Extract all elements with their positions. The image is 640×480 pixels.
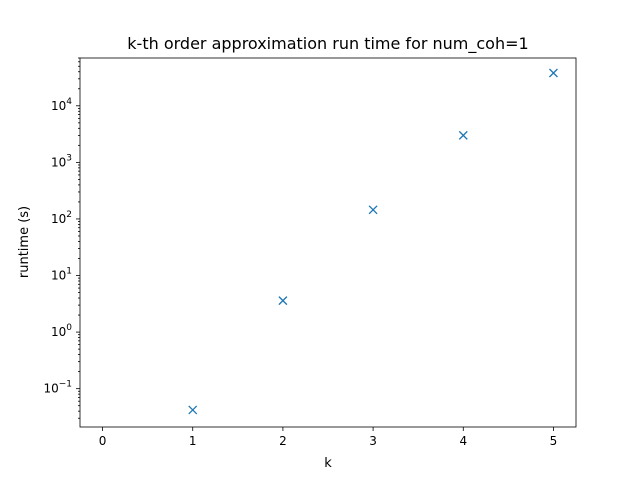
data-point [458,130,468,140]
y-tick-base: 10 [51,325,66,339]
chart-title: k-th order approximation run time for nu… [127,34,528,54]
x-axis-label: k [324,456,332,471]
y-tick-label: 10−1 [43,380,72,396]
y-tick-base: 10 [43,382,58,396]
y-tick-exponent: 4 [66,97,72,107]
x-tick-label: 5 [550,434,558,448]
y-tick-base: 10 [51,155,66,169]
y-tick-label: 102 [51,210,72,226]
x-tick-label: 2 [279,434,287,448]
y-tick-exponent: 2 [66,210,72,220]
y-tick-base: 10 [51,99,66,113]
data-points [188,68,558,415]
y-tick-label: 100 [51,323,72,339]
plot-frame [79,57,577,428]
x-tick-label: 3 [369,434,377,448]
y-tick-exponent: 3 [66,153,72,163]
y-tick-label: 104 [51,97,72,113]
y-tick-exponent: 0 [66,323,72,333]
y-tick-label: 103 [51,153,72,169]
data-point [278,296,288,306]
x-tick-label: 1 [189,434,197,448]
data-point [188,405,198,415]
y-tick-base: 10 [51,269,66,283]
y-tick-exponent: 1 [66,267,72,277]
y-tick-base: 10 [51,212,66,226]
y-tick-label: 101 [51,267,72,283]
y-tick-exponent: −1 [59,380,72,390]
x-axis-ticks: 0 1 2 3 4 5 [99,427,558,448]
y-axis-label: runtime (s) [17,206,32,278]
data-point [368,205,378,215]
x-tick-label: 0 [99,434,107,448]
x-tick-label: 4 [459,434,467,448]
data-point [548,68,558,78]
